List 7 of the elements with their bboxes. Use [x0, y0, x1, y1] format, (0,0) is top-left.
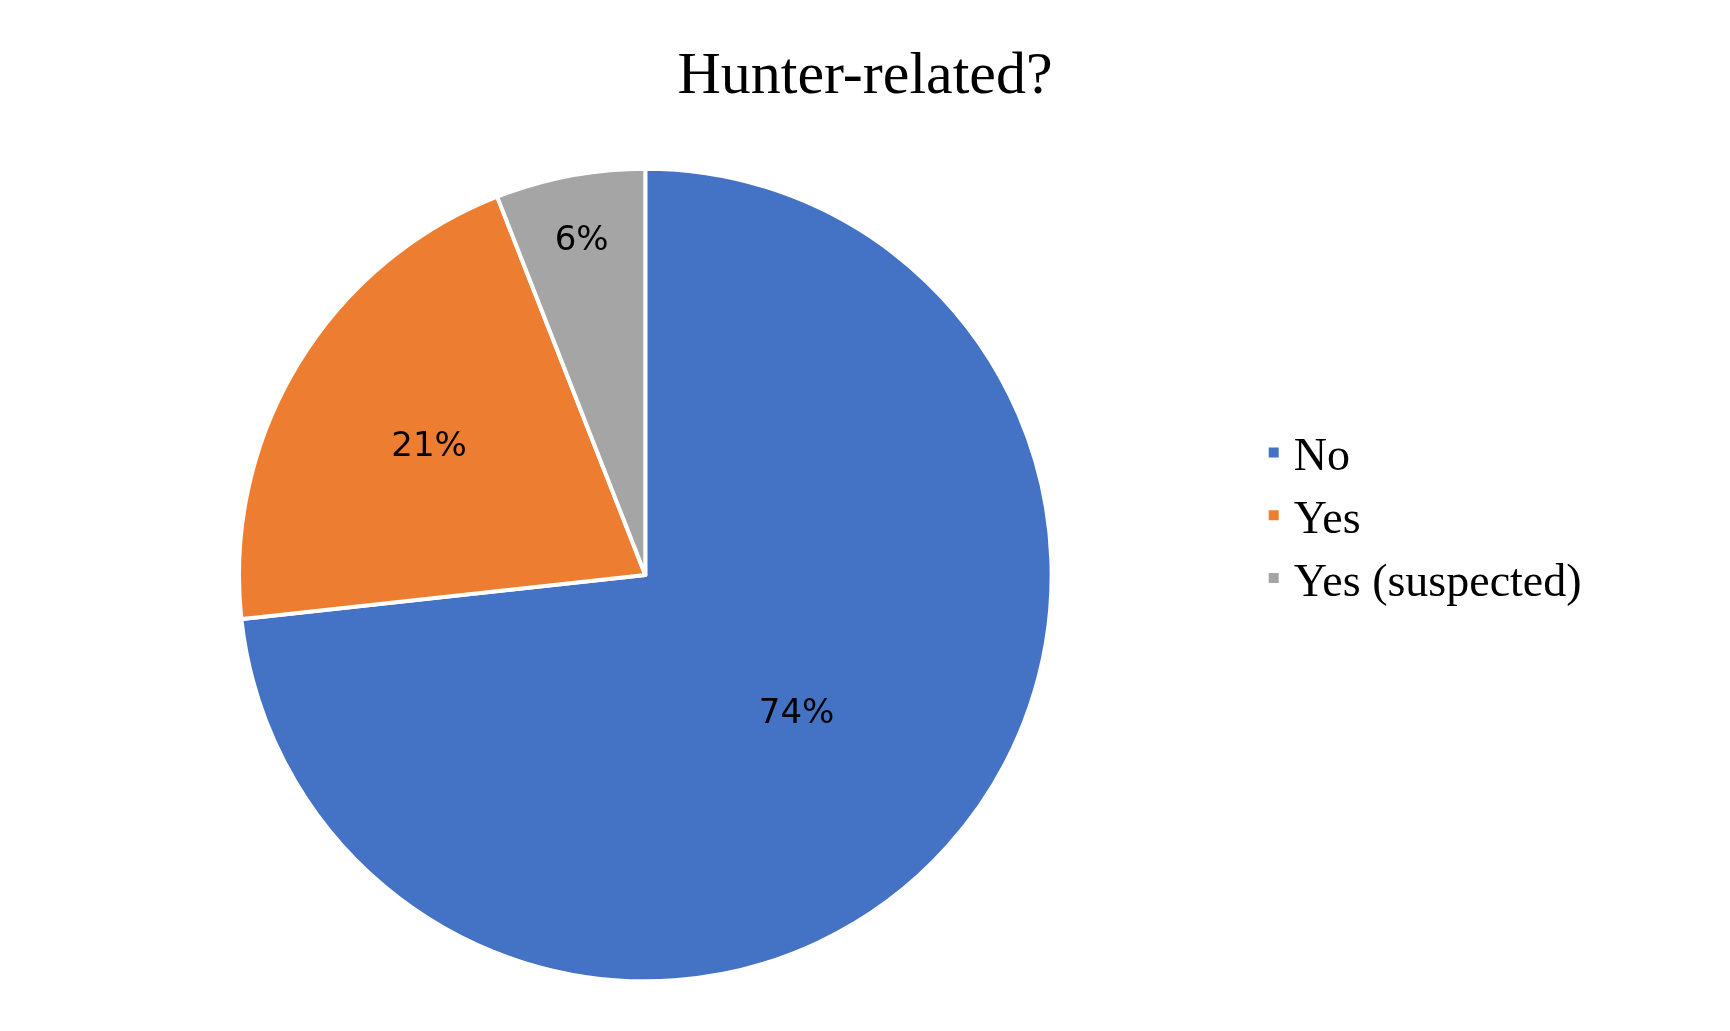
legend-label: Yes — [1293, 492, 1361, 544]
chart-title: Hunter-related? — [677, 40, 1053, 107]
data-label: 21% — [391, 424, 467, 465]
data-label: 6% — [554, 218, 609, 259]
data-label: 74% — [758, 690, 835, 731]
legend-label: No — [1293, 429, 1350, 481]
legend-label: Yes (suspected) — [1293, 554, 1582, 606]
